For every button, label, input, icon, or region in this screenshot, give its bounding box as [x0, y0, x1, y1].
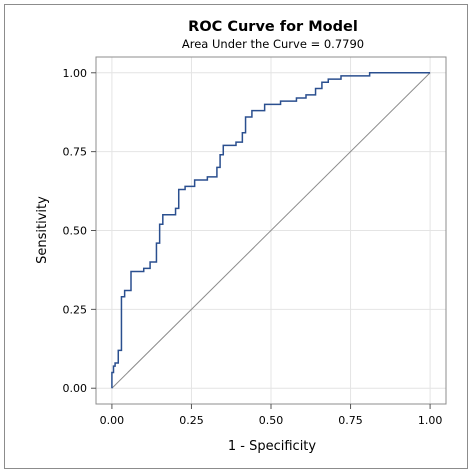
axis-ticks: 0.00 0.25 0.50 0.75 1.00 0.00 0.25 0.50 0.75 1.00 [63, 67, 443, 427]
chart-subtitle: Area Under the Curve = 0.7790 [182, 37, 364, 51]
chart-frame [4, 4, 468, 469]
x-tick-label: 0.25 [179, 414, 204, 427]
y-tick-label: 0.25 [63, 303, 88, 316]
roc-curve [111, 72, 431, 389]
grid-lines [96, 57, 446, 404]
x-tick-label: 0.00 [100, 414, 125, 427]
y-tick-label: 0.00 [63, 382, 88, 395]
x-axis-label: 1 - Specificity [228, 439, 317, 454]
x-tick-label: 1.00 [418, 414, 443, 427]
reference-diagonal-line [111, 72, 431, 389]
y-tick-label: 0.75 [63, 146, 88, 159]
y-tick-label: 0.50 [63, 225, 88, 238]
y-tick-label: 1.00 [63, 67, 88, 80]
chart-title: ROC Curve for Model [188, 19, 358, 35]
x-tick-label: 0.50 [259, 414, 284, 427]
y-axis-label: Sensitivity [35, 196, 50, 264]
x-tick-label: 0.75 [338, 414, 363, 427]
